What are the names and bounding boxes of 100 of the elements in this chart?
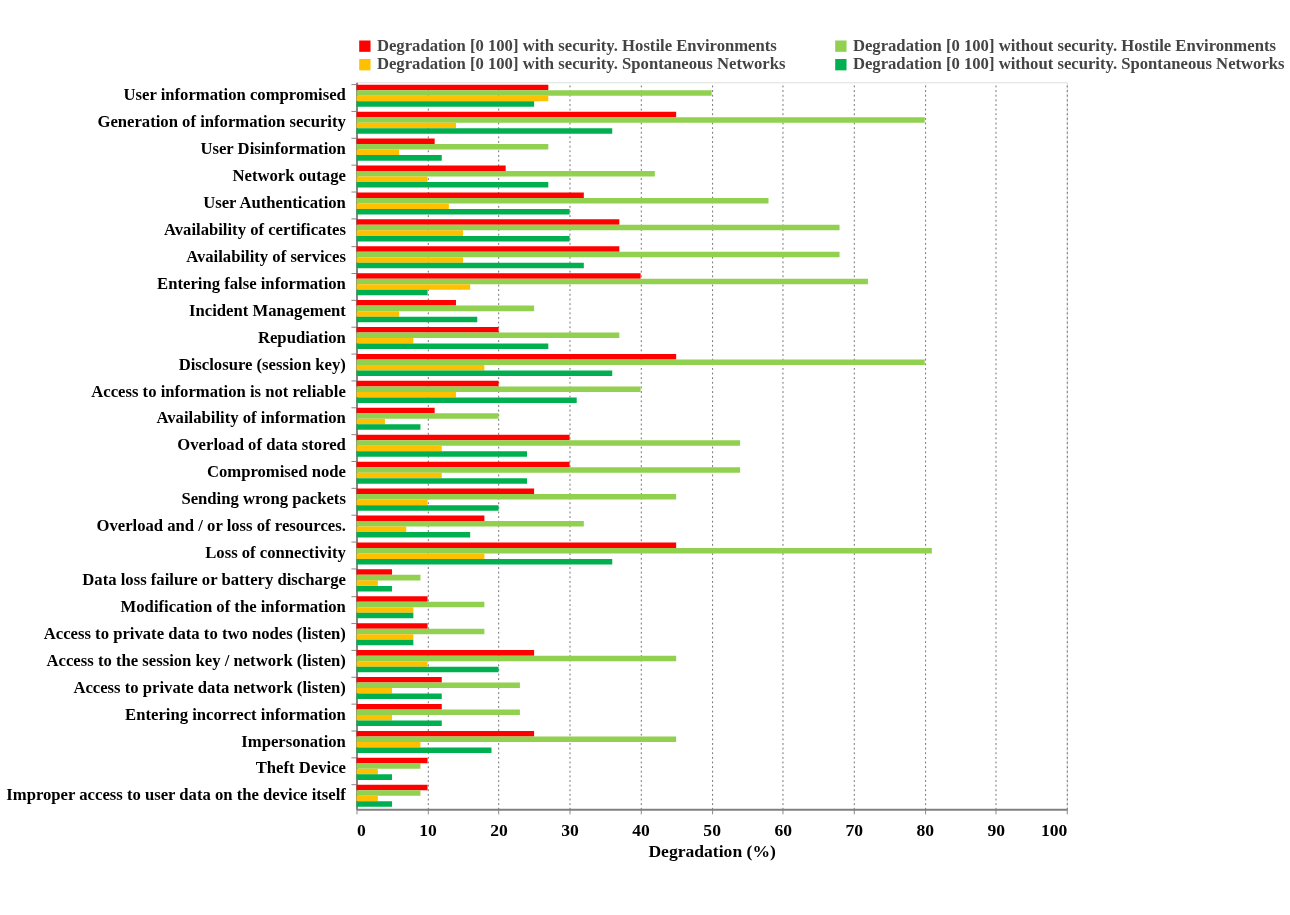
y-tick-label: Improper access to user data on the device itself [6,785,347,805]
bar [356,413,499,419]
y-tick-label: Access to the session key / network (listen) [46,650,346,670]
bar [356,386,641,392]
bar [356,682,520,689]
bar [356,666,499,673]
bar [356,370,613,377]
bar [356,569,393,575]
bar [356,434,570,441]
y-tick-label: Theft Device [255,758,346,778]
bar [356,380,499,387]
bar [356,111,677,118]
bar [356,521,584,527]
y-tick-label: User Disinformation [200,139,347,159]
x-axis-title: Degradation (%) [648,840,776,861]
bar [356,542,677,548]
bar [356,472,442,479]
bar [356,203,449,209]
bar [356,90,712,96]
y-tick-label: Overload of data stored [177,435,347,455]
bar [356,628,485,635]
x-tick-label: 50 [703,819,722,840]
x-tick-label: 40 [632,819,651,840]
bar [356,532,471,538]
bar [356,278,868,285]
y-tick-label: Sending wrong packets [181,489,347,509]
bar [356,300,456,306]
bar [356,558,613,565]
bar [356,359,925,365]
bar [356,774,393,780]
y-tick-label: Incident Management [189,300,347,320]
bar [356,693,442,700]
y-tick-label: Availability of services [186,246,347,266]
y-tick-label: Availability of information [156,408,347,428]
x-tick-label: 90 [987,819,1006,840]
bar [356,688,393,694]
bar [356,224,840,231]
legend-label: Degradation [0 100] with security. Hostile Environments [376,35,778,55]
bar [356,784,428,791]
bar [356,144,549,150]
bar [356,596,428,602]
x-tick-label: 60 [774,819,793,840]
y-tick-label: Impersonation [241,731,347,751]
bar [356,790,421,796]
legend-label: Degradation [0 100] without security. Spontaneous Networks [852,54,1286,74]
bar [356,284,471,290]
y-tick-label: Modification of the information [120,596,347,616]
bar [356,440,741,446]
bar [356,122,456,129]
bar [356,311,400,317]
legend-label: Degradation [0 100] with security. Spontaneous Networks [376,54,786,74]
x-tick-label: 20 [490,819,509,840]
bar [356,677,442,683]
bar [356,553,485,559]
bar [356,720,442,727]
y-tick-label: Entering false information [157,273,347,293]
bar [356,499,428,506]
y-tick-label: Access to private data network (listen) [73,677,346,697]
bar [356,397,577,403]
bar [356,305,535,312]
y-tick-label: User information compromised [123,85,347,105]
bar [356,316,478,323]
bar [356,176,428,183]
bar [356,257,464,263]
bar [356,407,435,414]
bar [356,478,527,484]
bar [356,84,549,91]
bar [356,661,428,667]
bar [356,353,677,360]
y-tick-label: Compromised node [206,462,346,482]
bar [356,650,535,656]
y-tick-label: Network outage [232,166,346,186]
bar [356,607,414,613]
y-tick-label: Overload and / or loss of resources. [96,516,346,536]
bar [356,182,549,188]
bar [356,747,492,753]
bar [356,155,442,161]
y-tick-label: Loss of connectivity [205,543,347,563]
bar [356,801,393,807]
bar [356,736,677,742]
bar [356,262,584,269]
bar [356,634,414,640]
bar [356,197,769,204]
bar [356,95,549,102]
bar [356,709,520,715]
bar [356,128,613,134]
x-tick-label: 30 [561,819,580,840]
bar [356,703,442,710]
bar [356,391,456,398]
y-tick-label: Entering incorrect information [125,704,347,724]
y-tick-label: User Authentication [203,193,347,213]
bar [356,251,840,258]
y-tick-label: Access to private data to two nodes (listen) [43,623,346,643]
bar [356,547,932,554]
bar [356,219,620,225]
bar [356,289,428,296]
y-tick-label: Access to information is not reliable [91,381,346,401]
bar [356,230,464,236]
y-tick-label: Repudiation [257,327,347,347]
bar [356,763,421,769]
